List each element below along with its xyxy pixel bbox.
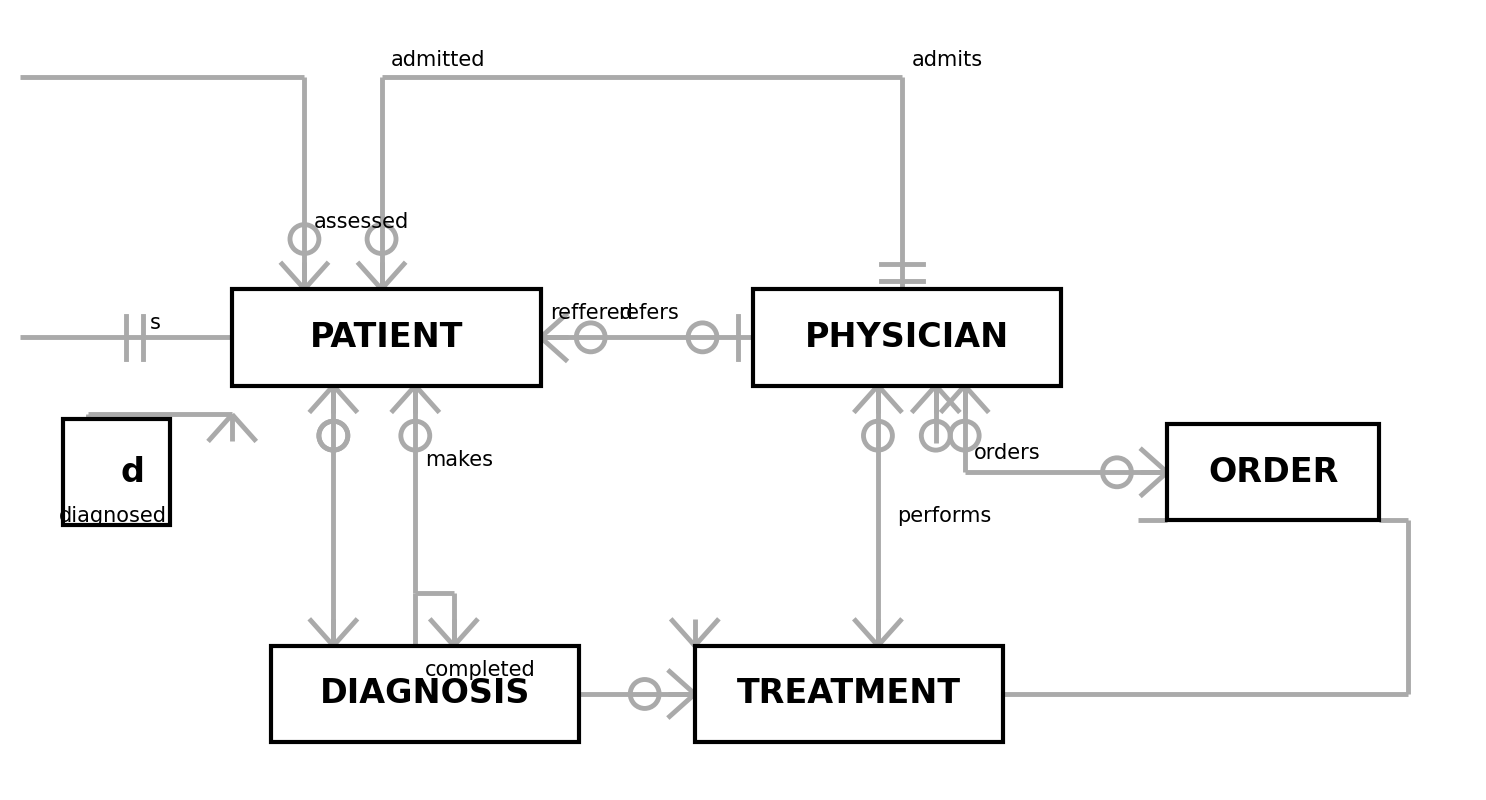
Text: d: d — [120, 456, 144, 489]
Text: ORDER: ORDER — [1208, 456, 1339, 489]
FancyBboxPatch shape — [270, 646, 580, 742]
Text: assessed: assessed — [314, 212, 409, 232]
Text: refers: refers — [618, 303, 679, 323]
Text: TREATMENT: TREATMENT — [737, 678, 961, 710]
Text: admitted: admitted — [391, 50, 486, 70]
Text: PATIENT: PATIENT — [309, 321, 464, 354]
FancyBboxPatch shape — [64, 419, 169, 526]
Text: reffered: reffered — [550, 303, 633, 323]
Text: s: s — [150, 313, 160, 333]
Text: completed: completed — [425, 660, 535, 680]
Text: DIAGNOSIS: DIAGNOSIS — [319, 678, 531, 710]
FancyBboxPatch shape — [752, 289, 1061, 386]
Text: admits: admits — [912, 50, 982, 70]
Text: PHYSICIAN: PHYSICIAN — [805, 321, 1009, 354]
FancyBboxPatch shape — [1167, 424, 1379, 521]
Text: performs: performs — [898, 506, 991, 526]
Text: makes: makes — [425, 450, 493, 470]
FancyBboxPatch shape — [695, 646, 1003, 742]
Text: diagnosed: diagnosed — [58, 506, 166, 526]
Text: orders: orders — [975, 443, 1042, 463]
FancyBboxPatch shape — [232, 289, 541, 386]
